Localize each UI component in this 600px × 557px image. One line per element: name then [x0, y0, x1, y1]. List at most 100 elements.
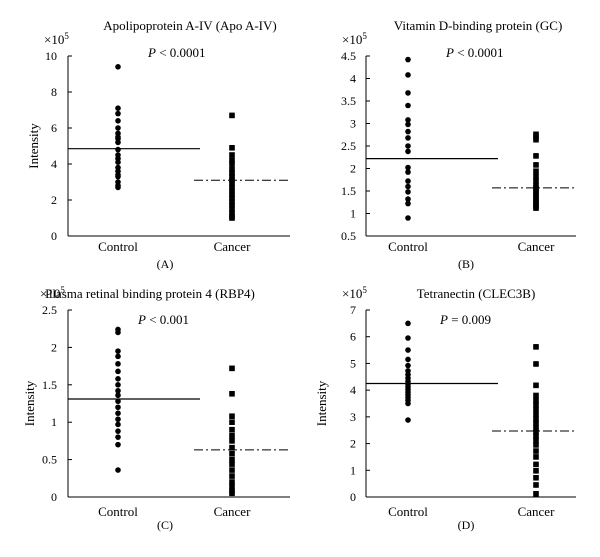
y-tick-label: 0.5	[341, 229, 356, 243]
data-point	[115, 428, 121, 434]
data-point	[229, 161, 235, 167]
data-point	[405, 183, 411, 190]
y-tick-label: 3.5	[341, 94, 356, 108]
data-point	[229, 157, 235, 164]
p-value: P < 0.0001	[147, 45, 206, 60]
data-point	[115, 387, 121, 394]
data-point	[229, 166, 235, 173]
panel-label: (B)	[458, 257, 474, 271]
data-point	[405, 196, 411, 202]
data-point	[115, 368, 121, 375]
data-point	[405, 169, 411, 175]
data-point	[229, 426, 235, 433]
x-category-label: Control	[98, 504, 138, 519]
data-point	[115, 173, 121, 180]
data-point	[115, 416, 121, 423]
data-point	[405, 356, 411, 363]
data-point	[229, 199, 235, 205]
y-tick-label: 4.5	[341, 49, 356, 63]
data-point	[405, 121, 411, 128]
data-point	[533, 406, 539, 413]
data-point	[229, 473, 235, 479]
panel-label: (C)	[157, 518, 173, 532]
chart-title: Vitamin D-binding protein (GC)	[394, 18, 563, 33]
y-tick-label: 1	[350, 463, 356, 477]
data-point	[533, 392, 539, 399]
y-tick-label: 10	[45, 49, 57, 63]
data-point	[533, 448, 539, 454]
y-tick-label: 5	[350, 356, 356, 370]
data-point	[115, 361, 121, 367]
y-tick-label: 2.5	[341, 139, 356, 153]
data-point	[229, 413, 235, 420]
data-point	[533, 402, 539, 408]
data-point	[115, 421, 121, 428]
data-point	[115, 410, 121, 417]
chart-panel-b: Vitamin D-binding protein (GC) ×105 P < 0.…	[341, 18, 576, 271]
scale-note: ×105	[342, 31, 367, 47]
data-point	[533, 468, 539, 474]
data-point	[533, 361, 539, 367]
x-category-label: Control	[388, 504, 428, 519]
y-tick-label: 7	[350, 303, 356, 317]
data-point	[115, 434, 121, 440]
data-point	[115, 184, 121, 191]
x-category-label: Control	[98, 239, 138, 254]
scale-note: ×105	[40, 285, 65, 301]
data-point	[229, 490, 235, 497]
data-point	[229, 152, 235, 158]
y-tick-label: 0.5	[42, 453, 57, 467]
y-axis-label: Intensity	[314, 380, 329, 426]
data-point	[115, 382, 121, 388]
data-point	[115, 376, 121, 382]
y-tick-label: 4	[51, 157, 57, 171]
data-point	[229, 438, 235, 444]
data-point	[405, 320, 411, 327]
y-tick-label: 1.5	[42, 378, 57, 392]
data-point	[533, 178, 539, 184]
data-point	[533, 382, 539, 389]
data-point	[229, 206, 235, 212]
data-point	[229, 467, 235, 473]
data-point	[533, 162, 539, 168]
data-point	[533, 205, 539, 211]
data-point	[405, 135, 411, 141]
data-point	[405, 143, 411, 149]
data-point	[115, 404, 121, 411]
data-point	[229, 215, 235, 221]
chart-title: Tetranectin (CLEC3B)	[417, 286, 536, 301]
data-point	[533, 442, 539, 448]
data-point	[533, 490, 539, 497]
data-point	[115, 159, 121, 165]
data-point	[229, 479, 235, 485]
y-tick-label: 8	[51, 85, 57, 99]
data-point	[533, 461, 539, 468]
data-point	[405, 90, 411, 96]
data-point	[115, 146, 121, 153]
data-point	[115, 125, 121, 131]
chart-panel-d: Tetranectin (CLEC3B) ×105 P = 0.009 Intensi…	[314, 285, 576, 532]
y-tick-label: 2	[350, 437, 356, 451]
panel-label: (D)	[458, 518, 475, 532]
chart-panel-a: Apolipoprotein A-IV (Apo A-IV) ×105 P < 0.…	[26, 18, 290, 271]
data-point	[533, 416, 539, 422]
data-point	[533, 344, 539, 350]
y-tick-label: 3	[350, 410, 356, 424]
data-point	[405, 335, 411, 341]
data-point	[229, 209, 235, 216]
scale-note: ×105	[44, 31, 69, 47]
x-category-label: Cancer	[214, 239, 251, 254]
y-tick-label: 4	[350, 383, 356, 397]
data-point	[229, 112, 235, 119]
data-point	[405, 200, 411, 207]
data-point	[229, 173, 235, 180]
y-tick-label: 2	[350, 162, 356, 176]
data-point	[229, 390, 235, 397]
data-point	[405, 362, 411, 369]
data-point	[405, 417, 411, 423]
data-point	[115, 398, 121, 405]
data-point	[533, 425, 539, 431]
data-point	[229, 456, 235, 463]
scale-note: ×105	[342, 285, 367, 301]
chart-title: Plasma retinal binding protein 4 (RBP4)	[45, 286, 255, 301]
